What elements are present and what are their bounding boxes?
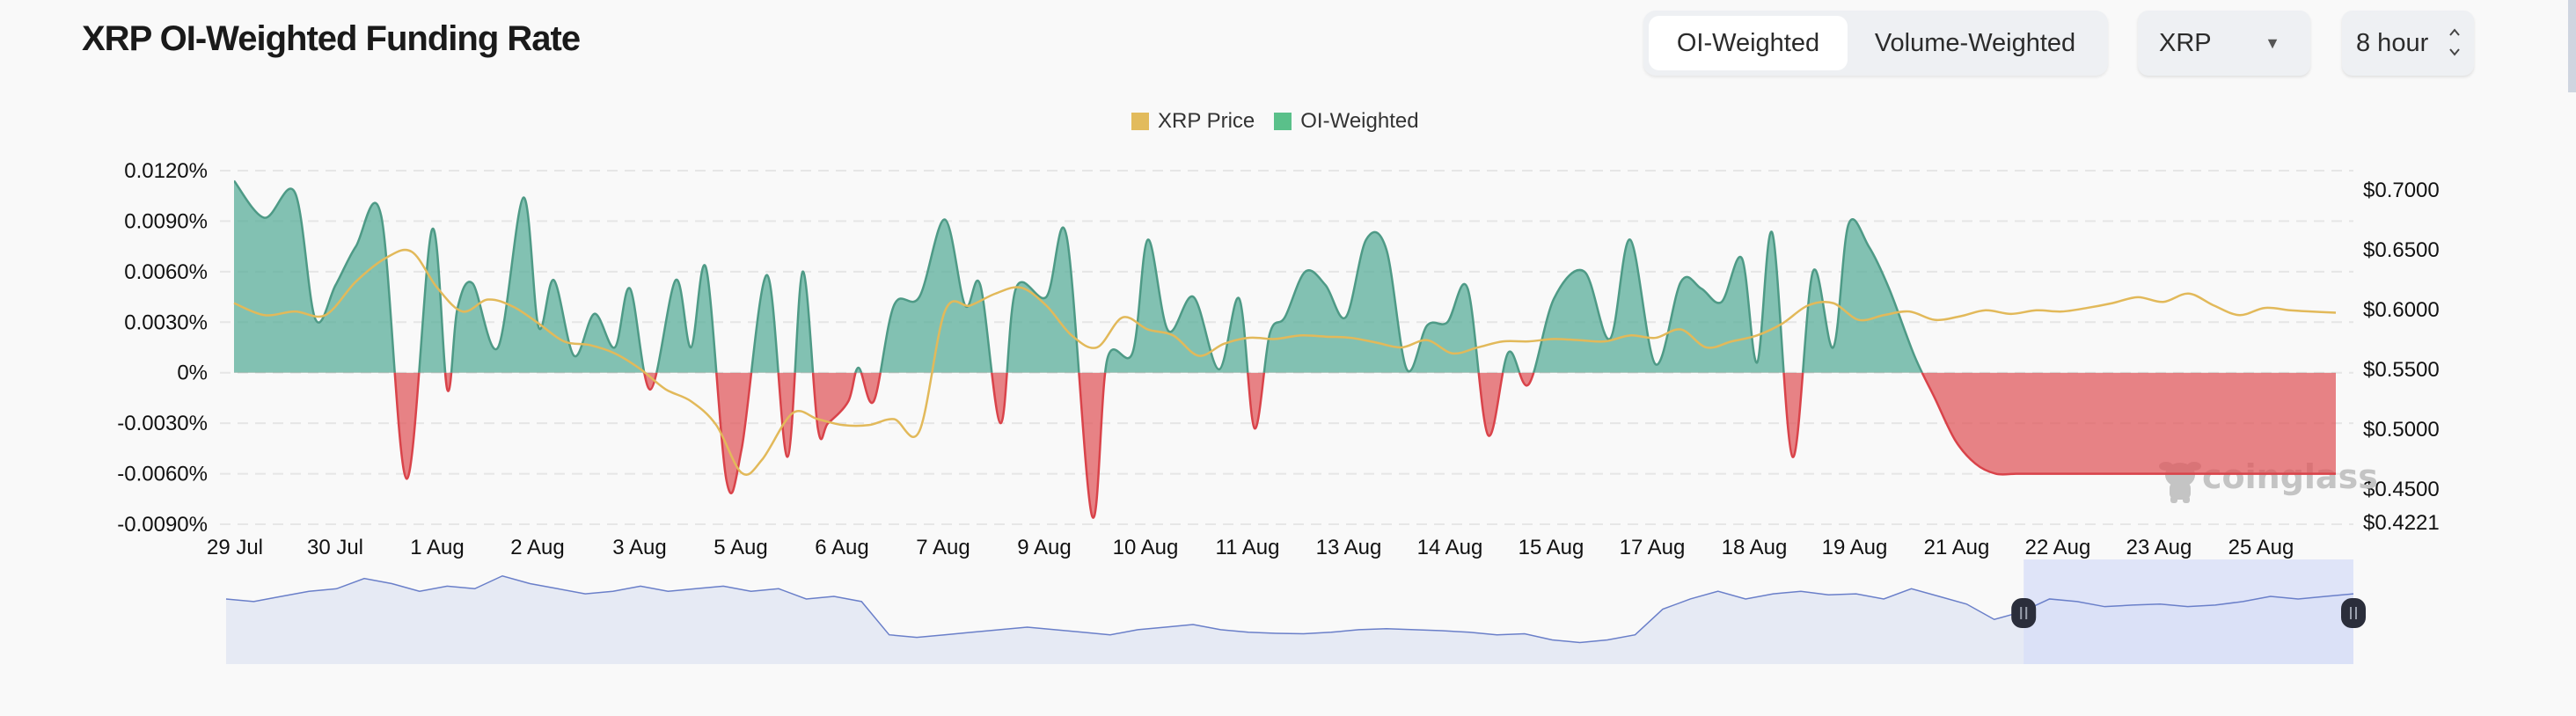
x-tick-label: 11 Aug [1216,536,1280,559]
y-left-tick-label: 0.0030% [124,311,208,334]
interval-select-value: 8 hour [2356,29,2429,57]
oi-negative-area [394,372,2336,518]
navigator-handle-right[interactable] [2341,598,2366,628]
legend-item-oi[interactable]: OI-Weighted [1274,109,1419,134]
x-axis: 29 Jul 30 Jul 1 Aug 2 Aug 3 Aug 5 Aug 6 Aug 7 A… [207,536,2294,559]
page-scrollbar[interactable] [2568,0,2576,92]
x-tick-label: 5 Aug [714,536,767,559]
coin-select[interactable]: XRP ▼ [2138,11,2310,76]
tab-oi-weighted[interactable]: OI-Weighted [1649,16,1848,70]
handle-body [2341,598,2366,628]
caret-down-icon: ▼ [2265,34,2280,52]
coin-select-value: XRP [2159,29,2212,57]
legend-label-price: XRP Price [1158,109,1255,133]
x-tick-label: 13 Aug [1316,536,1382,559]
page-title: XRP OI-Weighted Funding Rate [82,19,581,58]
series-layer [233,179,2337,519]
oi-positive-line [234,179,1924,373]
navigator [225,559,2366,664]
weighting-toggle: OI-Weighted Volume-Weighted [1643,11,2108,76]
x-tick-label: 1 Aug [410,536,464,559]
navigator-line [225,574,2354,644]
x-tick-label: 29 Jul [207,536,263,559]
interval-select[interactable]: 8 hour [2342,11,2474,76]
x-tick-label: 9 Aug [1017,536,1071,559]
up-down-chevron-icon [2449,28,2460,56]
x-tick-label: 30 Jul [307,536,363,559]
x-tick-label: 18 Aug [1722,536,1788,559]
y-left-tick-label: -0.0090% [117,513,208,537]
price-line [233,248,2337,476]
y-left-tick-label: 0.0120% [124,159,208,183]
x-tick-label: 19 Aug [1822,536,1888,559]
navigator-selected-range[interactable] [2023,559,2353,664]
x-tick-label: 23 Aug [2126,536,2192,559]
navigator-area [226,575,2353,664]
y-right-tick-label: $0.6000 [2363,298,2440,322]
x-tick-label: 3 Aug [612,536,666,559]
tab-volume-weighted[interactable]: Volume-Weighted [1874,29,2076,57]
chart-legend: XRP Price OI-Weighted [1131,109,1419,134]
legend-label-oi: OI-Weighted [1300,109,1419,133]
y-left-tick-label: 0.0090% [124,209,208,233]
x-tick-label: 10 Aug [1113,536,1179,559]
y-right-tick-label: $0.4500 [2363,478,2440,501]
x-tick-label: 17 Aug [1620,536,1686,559]
legend-swatch-price [1131,113,1149,130]
x-tick-label: 15 Aug [1519,536,1584,559]
oi-positive-area [234,180,2336,373]
y-left-tick-label: 0% [177,362,208,385]
x-tick-label: 7 Aug [916,536,970,559]
x-tick-label: 21 Aug [1924,536,1990,559]
y-right-tick-label: $0.7000 [2363,179,2440,202]
y-axis-left: 0.0120% 0.0090% 0.0060% 0.0030% 0% -0.0030% -0… [117,159,208,537]
y-left-tick-label: -0.0060% [117,463,208,486]
y-left-tick-label: -0.0030% [117,412,208,435]
y-axis-right: $0.7000 $0.6500 $0.6000 $0.5500 $0.5000 $0.45… [2363,179,2440,535]
x-tick-label: 6 Aug [815,536,868,559]
navigator-handle-left[interactable] [2011,598,2037,628]
y-left-tick-label: 0.0060% [124,260,208,284]
x-tick-label: 22 Aug [2025,536,2091,559]
handle-body [2011,598,2037,628]
y-right-tick-label: $0.6500 [2363,238,2440,262]
x-tick-label: 25 Aug [2228,536,2294,559]
x-tick-label: 14 Aug [1417,536,1483,559]
x-tick-label: 2 Aug [510,536,564,559]
legend-item-price[interactable]: XRP Price [1131,109,1255,134]
y-right-tick-label: $0.5500 [2363,358,2440,382]
y-right-tick-label: $0.5000 [2363,418,2440,442]
legend-swatch-oi [1274,113,1292,130]
y-right-tick-label: $0.4221 [2363,511,2440,535]
